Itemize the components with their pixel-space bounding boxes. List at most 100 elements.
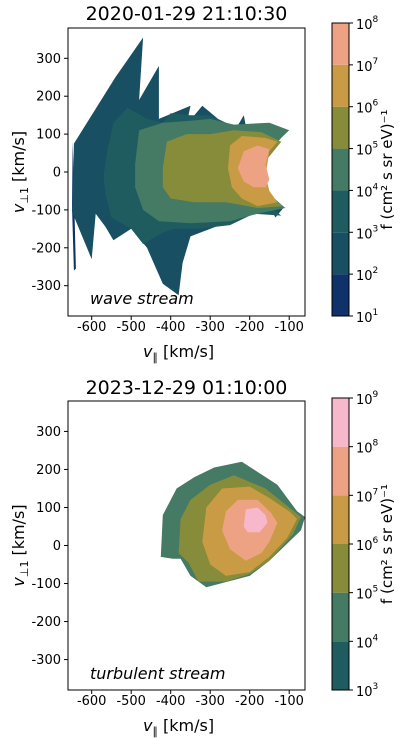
- colorbar-frame: [331, 22, 350, 317]
- colorbar-segment: [332, 232, 349, 275]
- y-label-unit: [km/s]: [9, 504, 28, 560]
- colorbar-tick-exponent: 4: [373, 182, 379, 192]
- x-label-subscript: ∥: [152, 725, 158, 738]
- x-tick-label: -200: [235, 320, 265, 335]
- y-axis-label: v⊥1 [km/s]: [9, 504, 31, 586]
- colorbar-tick-base: 10: [356, 490, 373, 505]
- x-tick-label: -500: [116, 694, 146, 709]
- colorbar-tick-label: 102: [356, 266, 378, 284]
- colorbar-tick-exponent: 9: [373, 390, 379, 400]
- colorbar-tick-exponent: 8: [373, 439, 379, 449]
- colorbar-segment: [332, 495, 349, 544]
- colorbar-tick-label: 109: [356, 390, 379, 408]
- colorbar-tick-label: 101: [356, 308, 378, 326]
- x-label-symbol: v: [143, 716, 153, 735]
- colorbar-tick-exponent: 5: [373, 141, 379, 151]
- colorbar-tick-base: 10: [356, 102, 373, 117]
- x-axis-label: v∥ [km/s]: [143, 342, 214, 364]
- colorbar-tick-base: 10: [356, 18, 373, 33]
- contour-group: [160, 461, 305, 588]
- colorbar-segment: [332, 641, 349, 690]
- chart-title: 2023-12-29 01:10:00: [86, 377, 288, 399]
- colorbar-tick-label: 104: [356, 633, 379, 651]
- colorbar-tick-label: 105: [356, 141, 378, 159]
- colorbar-tick-exponent: 2: [373, 266, 379, 276]
- y-tick-label: 0: [53, 539, 61, 554]
- colorbar-segment: [332, 398, 349, 447]
- colorbar-tick-base: 10: [356, 393, 373, 408]
- colorbar-segment: [332, 274, 349, 316]
- colorbar-tick-exponent: 8: [373, 15, 379, 25]
- colorbar-tick-label: 103: [356, 682, 378, 700]
- x-tick-label: -300: [195, 694, 225, 709]
- colorbar-tick-label: 106: [356, 536, 379, 554]
- colorbar-segment: [332, 64, 349, 107]
- colorbar-tick-base: 10: [356, 442, 373, 457]
- colorbar-segment: [332, 106, 349, 149]
- y-label-subscript: ⊥1: [18, 561, 31, 578]
- y-label-subscript: ⊥1: [18, 187, 31, 204]
- contour-group: [72, 37, 290, 296]
- y-tick-label: 0: [53, 166, 61, 181]
- x-tick-label: -400: [156, 694, 186, 709]
- colorbar-tick-exponent: 3: [373, 682, 379, 692]
- y-tick-label: -200: [31, 241, 61, 256]
- colorbar-tick-base: 10: [356, 636, 373, 651]
- x-label-unit: [km/s]: [158, 716, 214, 735]
- colorbar-segment: [332, 446, 349, 496]
- y-label-symbol: v: [9, 203, 28, 213]
- chart-title: 2020-01-29 21:10:30: [86, 3, 288, 25]
- x-tick-label: -200: [235, 694, 265, 709]
- contour-level-7: [237, 145, 270, 188]
- colorbar-tick-label: 107: [356, 487, 378, 505]
- stream-annotation: wave stream: [90, 289, 194, 308]
- colorbar-tick-base: 10: [356, 685, 373, 700]
- colorbar-tick-exponent: 6: [373, 99, 379, 109]
- colorbar-tick-base: 10: [356, 227, 373, 242]
- colorbar-tick-exponent: 7: [373, 57, 379, 67]
- y-label-unit: [km/s]: [9, 131, 28, 187]
- colorbar-tick-base: 10: [356, 269, 373, 284]
- colorbar-tick-exponent: 6: [373, 536, 379, 546]
- colorbar-tick-label: 108: [356, 439, 379, 457]
- colorbar-tick-base: 10: [356, 588, 373, 603]
- x-tick-label: -100: [274, 694, 304, 709]
- y-tick-label: -300: [31, 279, 61, 294]
- y-tick-label: 200: [36, 90, 61, 105]
- colorbar-tick-label: 105: [356, 585, 378, 603]
- y-tick-label: 100: [36, 501, 61, 516]
- stream-annotation: turbulent stream: [90, 664, 226, 683]
- colorbar-tick-label: 107: [356, 57, 378, 75]
- colorbar-tick-exponent: 4: [373, 633, 379, 643]
- x-tick-label: -500: [116, 320, 146, 335]
- colorbar-tick-base: 10: [356, 539, 373, 554]
- colorbar-tick-base: 10: [356, 60, 373, 75]
- colorbar-segment: [332, 544, 349, 593]
- colorbar-tick-exponent: 1: [373, 308, 379, 318]
- colorbar-tick-label: 106: [356, 99, 379, 117]
- colorbar-tick-exponent: 7: [373, 487, 379, 497]
- x-label-subscript: ∥: [152, 351, 158, 364]
- colorbar-segment: [332, 190, 349, 233]
- y-tick-label: -100: [31, 577, 61, 592]
- contour-level-8: [243, 507, 268, 533]
- y-tick-label: 100: [36, 128, 61, 143]
- colorbar-label: f (cm² s sr eV)⁻¹: [378, 109, 396, 229]
- y-tick-label: 300: [36, 52, 61, 67]
- colorbar-tick-label: 108: [356, 15, 379, 33]
- colorbar-segment: [332, 592, 349, 642]
- x-tick-label: -400: [156, 320, 186, 335]
- y-tick-label: -300: [31, 653, 61, 668]
- colorbar-tick-exponent: 5: [373, 585, 379, 595]
- x-label-symbol: v: [143, 342, 153, 361]
- x-axis-label: v∥ [km/s]: [143, 716, 214, 738]
- x-tick-label: -300: [195, 320, 225, 335]
- y-tick-label: 300: [36, 425, 61, 440]
- colorbar-tick-label: 104: [356, 182, 379, 200]
- x-tick-label: -600: [77, 694, 107, 709]
- y-tick-label: -100: [31, 203, 61, 218]
- y-axis-label: v⊥1 [km/s]: [9, 131, 31, 213]
